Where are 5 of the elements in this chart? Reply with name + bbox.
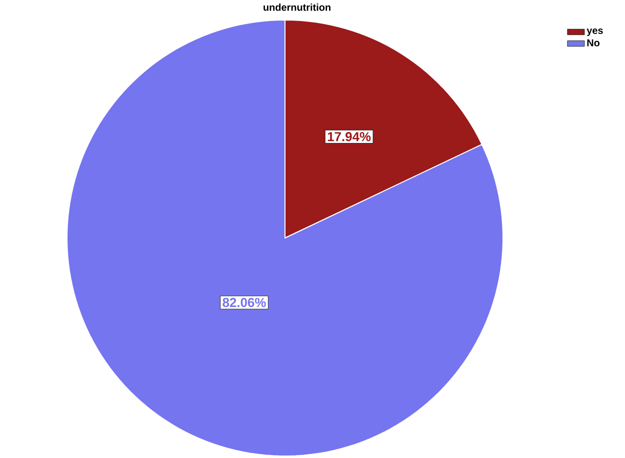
- data-label: 82.06%: [222, 298, 266, 308]
- legend-title: undernutrition: [264, 4, 330, 11]
- legend-label: No: [587, 39, 600, 46]
- legend-label: yes: [586, 28, 603, 36]
- data-label: 17.94%: [328, 132, 371, 142]
